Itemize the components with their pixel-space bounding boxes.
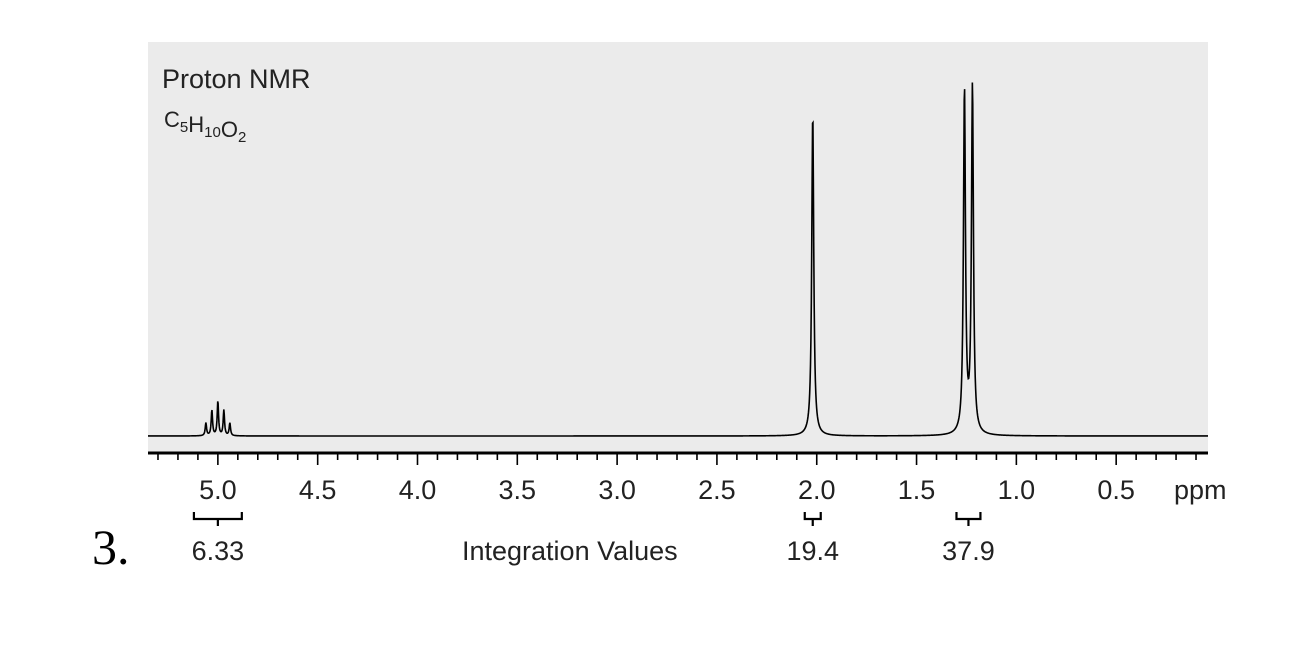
x-tick-label: 4.5 [299, 475, 337, 505]
x-tick-label: 5.0 [199, 475, 237, 505]
x-tick-label: 3.5 [499, 475, 537, 505]
integration-value: 6.33 [192, 536, 245, 566]
integration-values-label: Integration Values [462, 536, 678, 566]
plot-area [148, 42, 1208, 452]
integration-bracket [192, 512, 243, 526]
integration-value: 37.9 [942, 536, 995, 566]
spectrum-line [148, 82, 1208, 437]
integration-bracket [803, 512, 822, 526]
x-tick-label: 2.0 [798, 475, 836, 505]
x-tick-label: 2.5 [698, 475, 736, 505]
x-axis-tick-labels: 5.0 4.5 4.0 3.5 3.0 2.5 2.0 1.5 1.0 0.5 [199, 475, 1135, 505]
x-tick-label: 4.0 [399, 475, 437, 505]
x-tick-label: 1.0 [998, 475, 1036, 505]
x-tick-label: 0.5 [1097, 475, 1135, 505]
integration-value: 19.4 [786, 536, 839, 566]
x-axis-label: ppm [1174, 475, 1227, 505]
integration-bracket [955, 512, 982, 526]
molecular-formula: C5H10O2 [164, 107, 246, 146]
x-tick-label: 3.0 [598, 475, 636, 505]
x-axis-ticks [157, 453, 1197, 465]
integration-brackets: 6.33 19.4 37.9 [192, 512, 995, 566]
question-number: 3. [92, 519, 130, 575]
x-tick-label: 1.5 [898, 475, 936, 505]
chart-title: Proton NMR [162, 64, 311, 94]
